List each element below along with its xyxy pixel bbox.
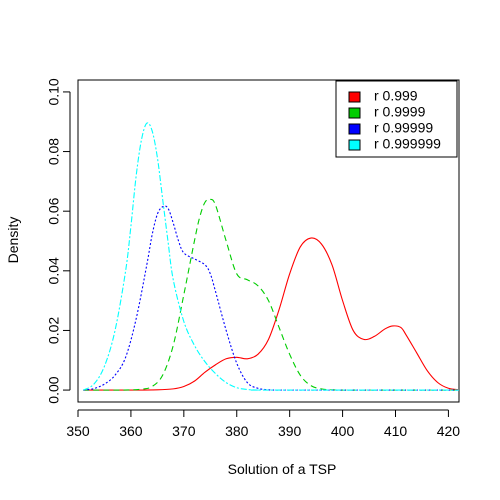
x-tick-label: 370: [172, 423, 196, 439]
series-line-4: [83, 122, 459, 391]
y-tick-label: 0.08: [46, 138, 62, 165]
x-tick-label: 350: [66, 423, 90, 439]
y-tick-label: 0.06: [46, 197, 62, 224]
plot-frame: [77, 79, 460, 403]
y-axis-label: Density: [5, 217, 21, 264]
legend-label: r 0.999: [374, 88, 418, 104]
y-tick-label: 0.00: [46, 376, 62, 403]
legend-swatch: [348, 91, 361, 103]
series-line-3: [83, 205, 459, 391]
x-tick-label: 400: [331, 423, 355, 439]
y-tick-label: 0.04: [46, 257, 62, 284]
legend-label: r 0.9999: [374, 104, 426, 120]
x-axis-label: Solution of a TSP: [228, 461, 337, 477]
x-tick-label: 410: [384, 423, 408, 439]
x-tick-label: 420: [437, 423, 461, 439]
y-tick-label: 0.10: [46, 78, 62, 105]
y-tick-label: 0.02: [46, 317, 62, 344]
x-axis: 350 360 370 380 390 400 410 420: [66, 409, 461, 439]
series-line-1: [83, 237, 460, 391]
x-tick-label: 380: [225, 423, 249, 439]
legend-label: r 0.999999: [374, 136, 441, 152]
series-line-2: [83, 198, 459, 391]
legend-label: r 0.99999: [374, 120, 433, 136]
legend-swatch: [348, 123, 361, 135]
y-axis: 0.00 0.02 0.04 0.06 0.08 0.10: [46, 78, 71, 404]
density-curves: [83, 122, 460, 391]
legend-swatch: [348, 107, 361, 119]
x-tick-label: 390: [278, 423, 302, 439]
legend-swatch: [348, 139, 361, 151]
x-tick-label: 360: [119, 423, 143, 439]
